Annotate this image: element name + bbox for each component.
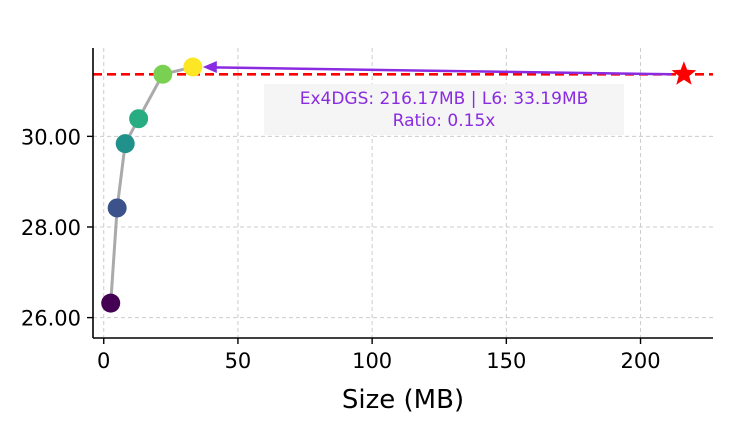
x-tick-label: 100 bbox=[352, 349, 392, 373]
arrow-shaft bbox=[212, 66, 672, 76]
data-point bbox=[115, 134, 135, 154]
y-tick-label: 30.00 bbox=[21, 125, 81, 149]
data-point bbox=[183, 57, 203, 77]
grid bbox=[93, 48, 713, 338]
annotation-box bbox=[264, 84, 624, 135]
data-point bbox=[101, 293, 121, 313]
annotation-line-2: Ratio: 0.15x bbox=[393, 111, 496, 131]
data-point bbox=[153, 64, 173, 84]
x-tick-label: 0 bbox=[97, 349, 110, 373]
x-tick-label: 50 bbox=[225, 349, 252, 373]
y-tick-label: 28.00 bbox=[21, 216, 81, 240]
annotation: Ex4DGS: 216.17MB | L6: 33.19MB Ratio: 0.… bbox=[264, 84, 624, 135]
data-point bbox=[107, 198, 127, 218]
series bbox=[101, 57, 697, 313]
x-axis-title: Size (MB) bbox=[342, 385, 464, 415]
reference-star-marker bbox=[671, 61, 697, 85]
annotation-line-1: Ex4DGS: 216.17MB | L6: 33.19MB bbox=[300, 89, 589, 109]
y-tick-label: 26.00 bbox=[21, 307, 81, 331]
arrow-head bbox=[202, 61, 217, 74]
x-tick-label: 150 bbox=[486, 349, 526, 373]
series-line bbox=[109, 65, 194, 304]
x-tick-label: 200 bbox=[620, 349, 660, 373]
data-point bbox=[129, 109, 149, 129]
axes: 0 50 100 150 200 26.00 28.00 30.00 bbox=[21, 48, 713, 373]
